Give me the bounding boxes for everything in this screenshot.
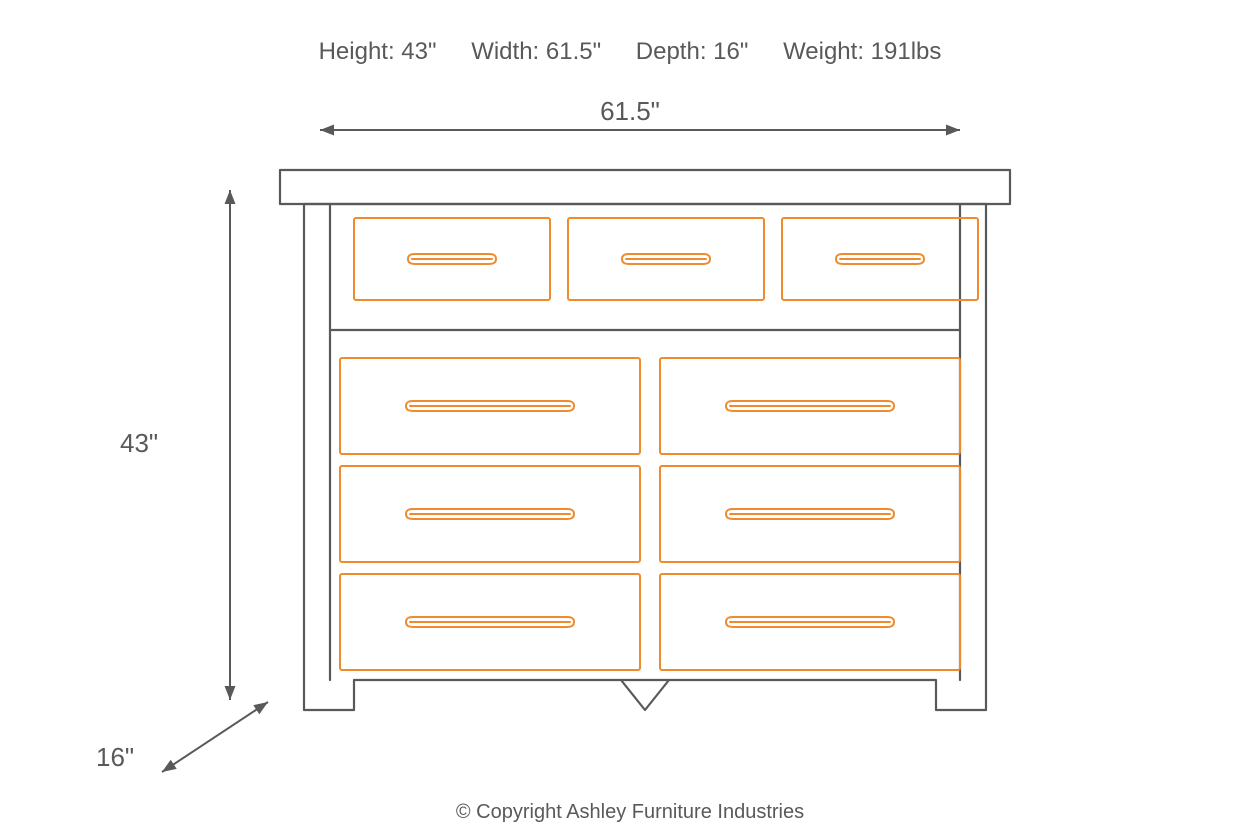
spec-width-value: 61.5" xyxy=(546,38,601,65)
spec-height-value: 43" xyxy=(401,38,436,65)
spec-height-label: Height: xyxy=(319,38,395,65)
spec-line: Height: 43" Width: 61.5" Depth: 16" Weig… xyxy=(0,38,1260,66)
spec-width-label: Width: xyxy=(471,38,539,65)
height-dimension-label: 43" xyxy=(120,428,158,459)
spec-weight-value: 191lbs xyxy=(871,38,942,65)
copyright-line: © Copyright Ashley Furniture Industries xyxy=(0,801,1260,824)
spec-weight-label: Weight: xyxy=(783,38,864,65)
width-dimension-label: 61.5" xyxy=(0,96,1260,127)
depth-dimension-label: 16" xyxy=(96,742,134,773)
spec-depth-value: 16" xyxy=(713,38,748,65)
spec-depth-label: Depth: xyxy=(636,38,707,65)
